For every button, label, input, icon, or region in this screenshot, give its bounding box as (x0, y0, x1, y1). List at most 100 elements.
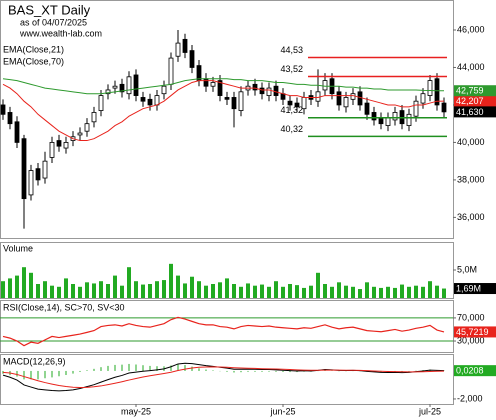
macd-histogram-bar (296, 370, 298, 373)
candle-body (147, 98, 153, 106)
macd-histogram-bar (282, 370, 284, 372)
macd-histogram-bar (247, 370, 249, 372)
macd-histogram-bar (30, 370, 32, 380)
candle-body (406, 113, 412, 126)
macd-histogram-bar (198, 368, 200, 371)
candle-body (7, 112, 13, 125)
volume-bar (274, 281, 278, 298)
volume-bar (337, 282, 341, 298)
panel-title: RSI(Close,14), SC>70, SV<30 (3, 302, 125, 312)
candle-body (0, 104, 6, 115)
volume-bar (176, 275, 180, 298)
last-value-label: 41,630 (456, 107, 484, 117)
candle-body (336, 91, 342, 106)
candle-body (210, 82, 216, 87)
panel-frame (0, 354, 454, 405)
macd-histogram-bar (156, 366, 158, 371)
candle-body (21, 138, 27, 200)
volume-bar (323, 284, 327, 298)
level-label: 44,53 (280, 45, 303, 55)
volume-bar (148, 284, 152, 298)
candle-body (413, 100, 419, 117)
volume-bar (316, 272, 320, 298)
volume-bar (204, 285, 208, 298)
volume-bar (372, 286, 376, 298)
ema-line (2, 78, 445, 95)
volume-bar (99, 281, 103, 298)
volume-bar (183, 283, 187, 298)
watermark: www.wealth-lab.com (19, 28, 102, 38)
volume-bar (330, 286, 334, 298)
x-tick-label: may-25 (121, 406, 151, 416)
macd-histogram-bar (142, 365, 144, 371)
volume-bar (43, 281, 47, 298)
legend-entry: EMA(Close,21) (3, 44, 64, 54)
volume-bar (288, 284, 292, 298)
candle-body (168, 57, 174, 85)
macd-histogram-bar (261, 370, 263, 372)
macd-line (2, 366, 445, 388)
candle-body (350, 93, 356, 100)
y-tick-label: 46,000 (457, 24, 485, 34)
volume-bar (386, 286, 390, 298)
volume-bar (435, 285, 439, 298)
candle-body (322, 80, 328, 91)
volume-bar (267, 286, 271, 298)
macd-histogram-bar (149, 365, 151, 371)
volume-bar (22, 267, 26, 298)
macd-histogram-bar (268, 370, 270, 372)
candle-body (294, 102, 300, 108)
candle-body (364, 102, 370, 115)
candle-body (175, 42, 181, 57)
legend-entry: EMA(Close,70) (3, 56, 64, 66)
macd-histogram-bar (289, 370, 291, 373)
macd-histogram-bar (275, 370, 277, 372)
volume-bar (162, 280, 166, 298)
volume-bar (414, 285, 418, 298)
candle-body (420, 93, 426, 104)
macd-histogram-bar (254, 370, 256, 372)
x-tick-label: jun-25 (269, 406, 295, 416)
last-value-label: 0,0208 (456, 366, 484, 376)
last-value-box (454, 326, 496, 338)
macd-histogram-bar (65, 370, 67, 376)
panel-frame (0, 0, 454, 239)
volume-bar (302, 287, 306, 298)
candle-body (287, 100, 293, 106)
candle-body (203, 78, 209, 87)
last-value-box (454, 283, 496, 295)
macd-histogram-bar (170, 365, 172, 371)
macd-histogram-bar (177, 364, 179, 371)
candle-body (343, 97, 349, 108)
candle-body (84, 123, 90, 132)
macd-histogram-bar (233, 370, 235, 373)
volume-bar (1, 281, 5, 298)
volume-bar (50, 285, 54, 298)
y-tick-label: 44,000 (457, 62, 485, 72)
macd-histogram-bar (23, 370, 25, 380)
volume-bar (253, 285, 257, 298)
candle-body (315, 91, 321, 102)
candle-body (392, 112, 398, 121)
volume-bar (428, 281, 432, 298)
candle-body (77, 132, 83, 136)
last-value-box (454, 365, 496, 377)
volume-bar (379, 287, 383, 298)
candle-body (231, 97, 237, 110)
last-value-label: 45,7219 (456, 327, 489, 337)
macd-histogram-bar (37, 370, 39, 380)
panel-title: MACD(12,26,9) (3, 356, 66, 366)
volume-bar (407, 286, 411, 298)
macd-histogram-bar (44, 370, 46, 379)
y-tick-label: 5,0M (457, 264, 477, 274)
candle-body (42, 160, 48, 179)
candle-body (182, 38, 188, 53)
macd-histogram-bar (107, 365, 109, 371)
candle-body (35, 168, 41, 181)
volume-bar (169, 263, 173, 298)
volume-bar (120, 285, 124, 298)
volume-bar (92, 283, 96, 298)
volume-bar (211, 284, 215, 298)
candle-body (434, 78, 440, 106)
